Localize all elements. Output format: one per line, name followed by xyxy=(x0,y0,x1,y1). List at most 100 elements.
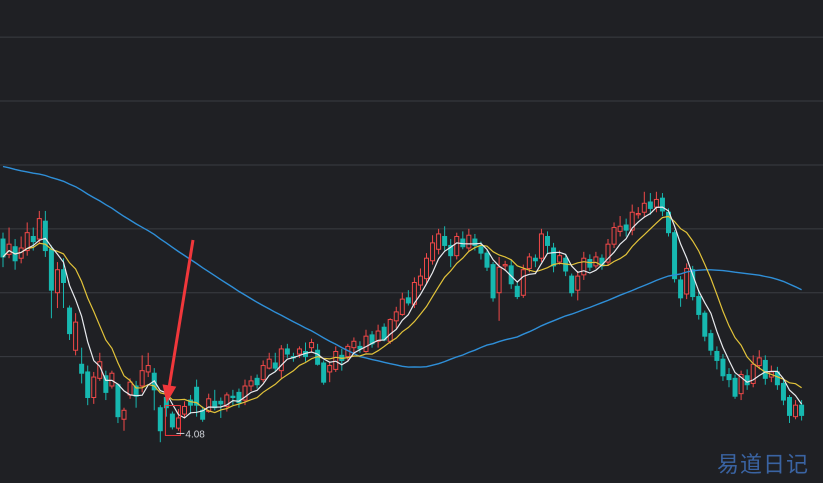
candle-down xyxy=(799,404,805,416)
candle-up xyxy=(393,311,399,322)
candle-down xyxy=(254,377,260,386)
candle-up xyxy=(399,298,405,315)
candle-up xyxy=(206,398,212,413)
candle-down xyxy=(67,307,73,335)
candle-down xyxy=(42,220,48,252)
arrow-shaft xyxy=(167,239,195,386)
candle-up xyxy=(466,234,472,249)
candle-up xyxy=(73,321,79,351)
candle-up xyxy=(36,218,42,240)
candle-down xyxy=(690,269,696,298)
candle-up xyxy=(538,233,544,259)
candle-up xyxy=(430,242,436,262)
candle-up xyxy=(617,225,623,232)
candle-down xyxy=(79,363,85,374)
candle-down xyxy=(448,244,454,257)
candle-down xyxy=(490,264,496,299)
candle-down xyxy=(218,400,224,405)
candle-down xyxy=(230,395,236,399)
candle-down xyxy=(188,399,194,406)
ma-line-blue xyxy=(2,165,802,368)
candle-down xyxy=(442,236,448,246)
candle-up xyxy=(333,351,339,370)
candle-down xyxy=(732,377,738,397)
candle-up xyxy=(296,348,302,355)
grid-layer xyxy=(0,36,823,358)
candle-down xyxy=(702,312,708,337)
candle-down xyxy=(460,238,466,248)
candle-up xyxy=(635,213,641,216)
candle-up xyxy=(363,335,369,352)
watermark-text: 易道日记 xyxy=(716,453,809,478)
candle-up xyxy=(224,394,230,407)
candle-down xyxy=(545,236,550,246)
candle-up xyxy=(684,267,690,295)
candle-up xyxy=(738,374,744,395)
candle-down xyxy=(587,259,593,268)
candle-down xyxy=(551,247,557,267)
candle-down xyxy=(0,238,6,258)
candle-up xyxy=(309,342,315,349)
candle-up xyxy=(793,404,799,418)
candle-up xyxy=(91,376,97,398)
candle-down xyxy=(708,333,714,351)
ma-line-yellow xyxy=(2,215,802,414)
candle-down xyxy=(30,236,36,243)
candle-up xyxy=(653,198,659,208)
candle-up xyxy=(526,256,532,269)
candle-up xyxy=(557,255,563,263)
highlight-box xyxy=(164,405,181,436)
candle-down xyxy=(48,248,54,291)
candle-down xyxy=(103,375,109,393)
candle-up xyxy=(266,358,272,369)
candle-up xyxy=(182,405,187,415)
candle-down xyxy=(623,224,629,231)
candle-down xyxy=(357,345,363,350)
candle-down xyxy=(169,413,175,428)
candle-down xyxy=(569,275,575,294)
candle-up xyxy=(260,365,266,381)
candle-up xyxy=(242,385,248,401)
candle-up xyxy=(756,357,762,367)
candle-down xyxy=(484,252,490,268)
candle-down xyxy=(659,197,665,212)
candle-down xyxy=(236,391,242,404)
candle-up xyxy=(424,257,429,280)
candle-up xyxy=(6,243,12,255)
candle-up xyxy=(520,269,526,296)
candle-up xyxy=(502,264,508,267)
candle-up xyxy=(145,365,151,373)
candle-down xyxy=(194,386,200,406)
candle-down xyxy=(696,296,702,315)
candle-up xyxy=(109,372,115,387)
candle-up xyxy=(593,256,599,267)
low-price-label: 4.08 xyxy=(185,429,205,440)
candle-up xyxy=(575,275,581,291)
candle-up xyxy=(387,319,393,342)
candle-up xyxy=(417,275,423,286)
candle-down xyxy=(714,351,720,361)
candles-layer xyxy=(0,191,805,443)
candle-down xyxy=(61,269,66,284)
candle-down xyxy=(272,362,278,369)
candle-down xyxy=(157,407,163,432)
candle-up xyxy=(139,370,145,387)
candle-down xyxy=(726,374,732,381)
candle-up xyxy=(248,380,254,387)
candle-up xyxy=(24,232,30,252)
candle-down xyxy=(472,238,478,246)
candle-down xyxy=(321,362,327,383)
candle-up xyxy=(327,365,333,373)
candle-down xyxy=(514,285,520,298)
candle-up xyxy=(375,330,381,342)
candle-up xyxy=(54,269,60,294)
candle-down xyxy=(678,279,684,299)
candle-down xyxy=(787,397,792,416)
candle-up xyxy=(581,257,587,276)
candle-up xyxy=(605,243,611,263)
candle-up xyxy=(611,227,617,245)
candle-up xyxy=(641,202,647,213)
candle-down xyxy=(720,358,726,377)
